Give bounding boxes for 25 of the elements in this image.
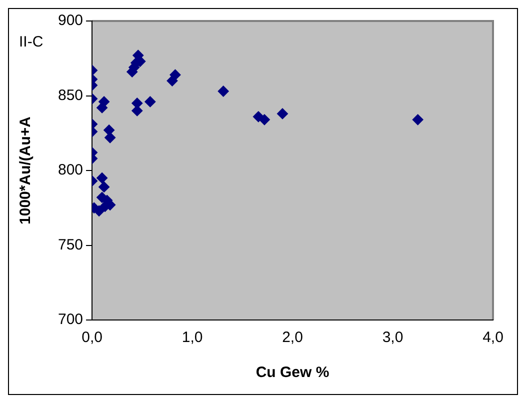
point — [144, 96, 156, 108]
point — [96, 102, 108, 114]
y-tick-label: 700 — [58, 311, 84, 328]
point — [96, 172, 108, 184]
point — [276, 108, 288, 120]
x-tick-label: 4,0 — [482, 329, 504, 346]
text: II-C — [19, 34, 44, 51]
point — [98, 181, 110, 192]
point — [94, 205, 105, 216]
y-tick-label: 750 — [58, 236, 84, 254]
x-tick-label: 2,0 — [282, 329, 303, 346]
x-tick-label: 0,0 — [82, 329, 102, 346]
point — [218, 86, 229, 97]
point — [104, 132, 116, 144]
x-tick-label: 1,0 — [182, 329, 203, 346]
point — [258, 114, 270, 126]
point — [170, 69, 181, 80]
point — [104, 124, 115, 136]
y-tick-label: 800 — [58, 162, 84, 179]
y-axis-title: 1000*Au/(Au+A — [17, 116, 34, 224]
x-axis-title: Cu Gew % — [256, 364, 330, 382]
y-tick-label: 850 — [58, 86, 84, 104]
x-tick-label: 3,0 — [382, 329, 404, 346]
y-tick-label: 900 — [58, 12, 84, 30]
point — [412, 114, 424, 126]
